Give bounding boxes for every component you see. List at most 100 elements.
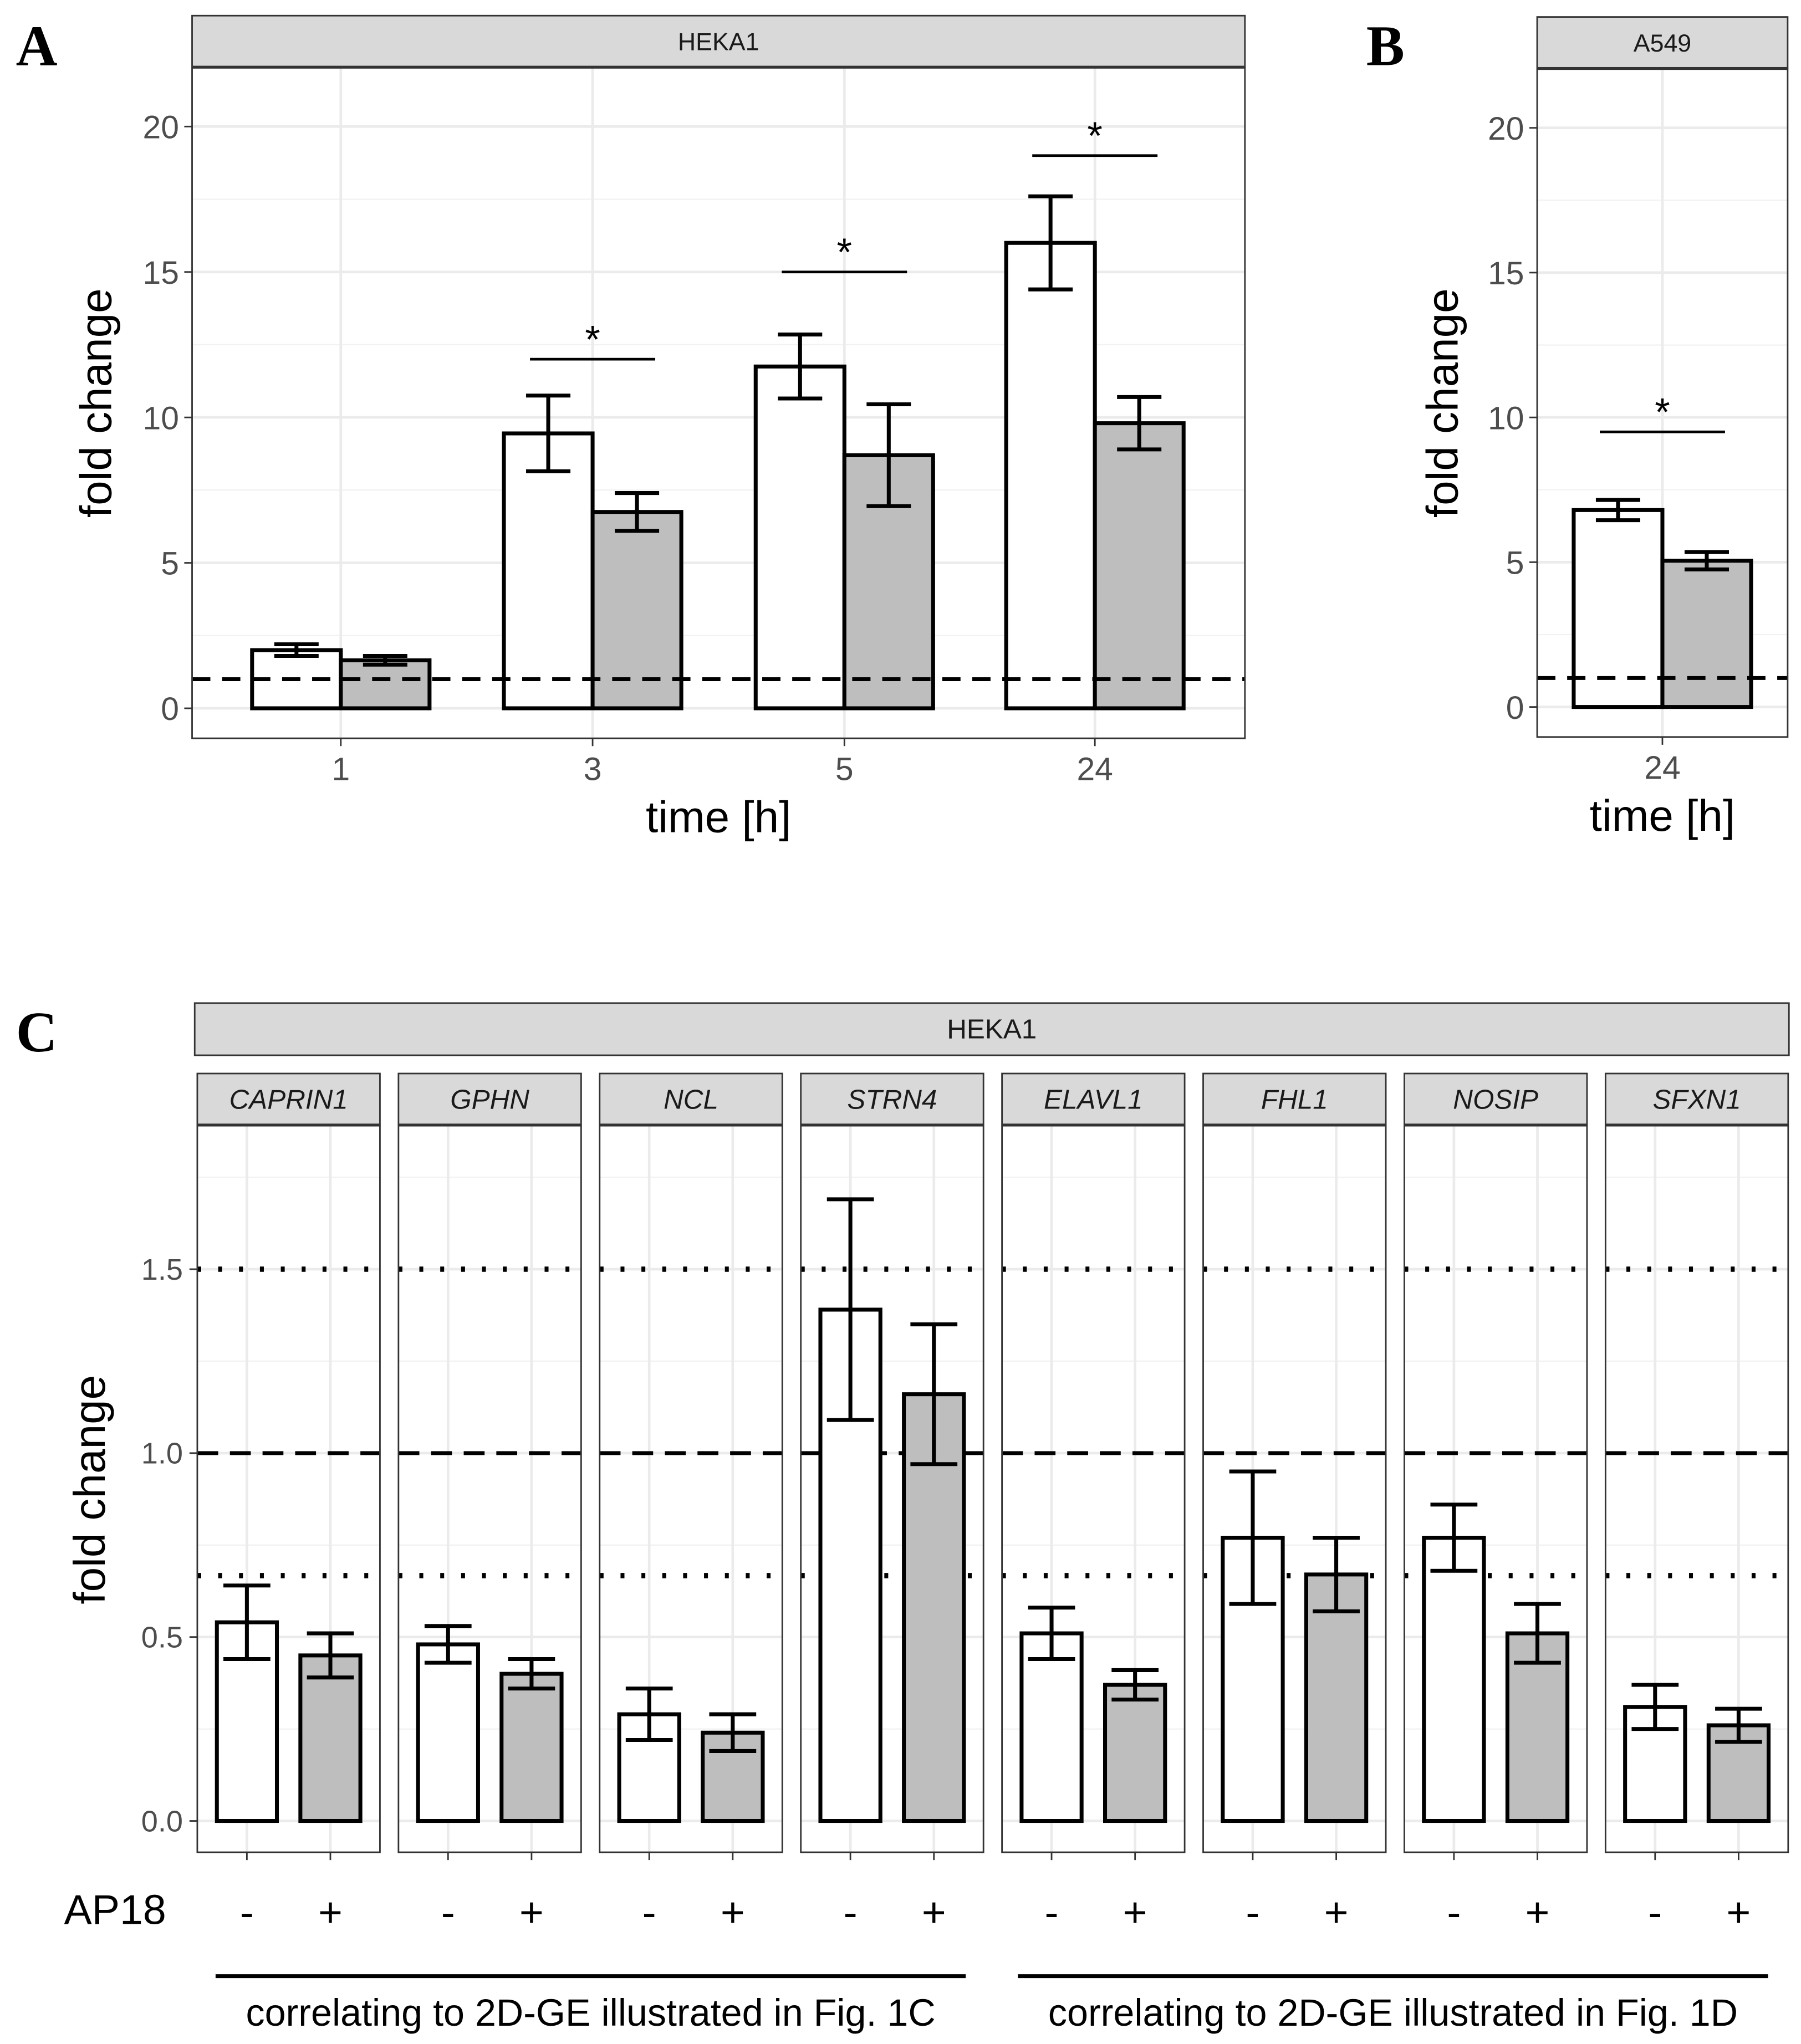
facet-strip — [191, 14, 1246, 68]
y-tick-label: 0.5 — [141, 1621, 183, 1654]
y-axis-title: fold change — [1417, 288, 1467, 518]
y-tick-label: 5 — [161, 546, 179, 582]
plot-border — [599, 1125, 783, 1853]
ap18-plus-label: + — [1526, 1889, 1550, 1935]
ap18-minus-label: - — [844, 1889, 858, 1935]
bar-AP18 — [1093, 421, 1186, 711]
x-axis-title: time [h] — [1590, 791, 1735, 840]
y-tick-label: 0 — [161, 691, 179, 727]
gene-label: ELAVL1 — [1044, 1085, 1143, 1115]
panel-c-chart: HEKA1 0.0 0.5 1.0 1.5 fold change AP18 CAPRIN1 -… — [64, 1002, 1790, 2034]
gene-label: GPHN — [450, 1085, 529, 1115]
bar-control — [1422, 1535, 1486, 1823]
facet-sfxn1: SFXN1 - + — [1604, 1072, 1789, 1935]
facet-strip-label: HEKA1 — [947, 1014, 1037, 1044]
y-tick-label: 0 — [1506, 690, 1524, 726]
facet-elavl1: ELAVL1 - + — [1001, 1072, 1186, 1935]
gene-label: FHL1 — [1261, 1085, 1328, 1115]
facet-strip — [599, 1072, 783, 1126]
facet-strip — [1404, 1072, 1588, 1126]
plot-border — [1202, 1125, 1387, 1853]
facet-strip — [1001, 1072, 1186, 1126]
bar-ap18 — [1304, 1572, 1369, 1823]
group-label: correlating to 2D-GE illustrated in Fig.… — [246, 1992, 935, 2034]
y-tick-label: 0.0 — [141, 1805, 183, 1838]
x-tick-label: 1 — [331, 751, 350, 787]
y-tick-label: 10 — [1488, 400, 1524, 436]
bar-ap18 — [499, 1672, 564, 1823]
y-tick-label: 1.5 — [141, 1253, 183, 1286]
facet-nosip: NOSIP - + — [1404, 1072, 1588, 1935]
facet-strip — [1202, 1072, 1387, 1126]
x-axis-title: time [h] — [646, 793, 791, 842]
ap18-minus-label: - — [642, 1889, 656, 1935]
facet-strip-outer — [193, 1002, 1790, 1056]
facet-ncl: NCL - + — [599, 1072, 783, 1935]
bar-ap18 — [298, 1653, 363, 1823]
ap18-plus-label: + — [721, 1889, 745, 1935]
bar-control — [1572, 508, 1665, 709]
y-tick-label: 10 — [143, 400, 179, 436]
facet-strip — [800, 1072, 984, 1126]
ap18-plus-label: + — [519, 1889, 544, 1935]
ap18-minus-label: - — [1648, 1889, 1662, 1935]
y-tick-label: 5 — [1506, 545, 1524, 581]
y-tick-label: 20 — [1488, 111, 1524, 147]
plot-border — [191, 67, 1246, 739]
panel-a-chart: HEKA1 0 5 10 15 20 * * * 1 3 5 24 time [h] fold change — [72, 14, 1246, 842]
bar-control — [753, 364, 846, 711]
x-tick-label: 24 — [1076, 751, 1113, 787]
plot-border — [1604, 1125, 1789, 1853]
y-axis-title: fold change — [72, 288, 121, 518]
gene-label: NCL — [664, 1085, 718, 1115]
plot-border — [800, 1125, 984, 1853]
facet-strip — [196, 1072, 381, 1126]
x-axis-title-ap18: AP18 — [64, 1886, 166, 1933]
ap18-minus-label: - — [1246, 1889, 1259, 1935]
bar-AP18 — [1660, 559, 1753, 709]
facet-strn4: STRN4 - + — [800, 1072, 984, 1935]
ap18-minus-label: - — [240, 1889, 254, 1935]
x-tick-label: 5 — [835, 751, 854, 787]
y-tick-label: 1.0 — [141, 1437, 183, 1470]
bar-AP18 — [339, 658, 432, 711]
plot-border — [1404, 1125, 1588, 1853]
group-label: correlating to 2D-GE illustrated in Fig.… — [1048, 1992, 1738, 2034]
ap18-plus-label: + — [1324, 1889, 1349, 1935]
significance-star: * — [837, 230, 852, 274]
ap18-minus-label: - — [1045, 1889, 1059, 1935]
plot-border — [1001, 1125, 1186, 1853]
facet-caprin1: CAPRIN1 - + — [196, 1072, 381, 1935]
facet-strip-label: HEKA1 — [678, 29, 759, 56]
y-axis-title: fold change — [65, 1375, 114, 1604]
bar-control — [1004, 241, 1097, 711]
panel-label-a: A — [16, 15, 58, 78]
y-tick-label: 15 — [1488, 256, 1524, 292]
bar-ap18 — [1103, 1683, 1167, 1823]
bar-control — [1019, 1631, 1084, 1823]
panel-label-c: C — [16, 1001, 58, 1064]
facet-gphn: GPHN - + — [397, 1072, 582, 1935]
plot-border — [196, 1125, 381, 1853]
facet-strip-label: A549 — [1634, 30, 1691, 57]
facet-strip — [1604, 1072, 1789, 1126]
gene-label: NOSIP — [1453, 1085, 1538, 1115]
bar-control — [502, 431, 595, 711]
facet-fhl1: FHL1 - + — [1202, 1072, 1387, 1935]
ap18-plus-label: + — [922, 1889, 946, 1935]
y-tick-label: 15 — [143, 255, 179, 291]
gene-label: CAPRIN1 — [229, 1085, 348, 1115]
bar-control — [416, 1642, 480, 1823]
facet-strip — [1536, 16, 1789, 69]
ap18-minus-label: - — [1447, 1889, 1461, 1935]
bar-AP18 — [590, 510, 683, 711]
panel-b-chart: A549 0 5 10 15 20 * 24 time [h] fold change — [1417, 16, 1789, 840]
x-tick-label: 3 — [584, 751, 602, 787]
ap18-plus-label: + — [1726, 1889, 1751, 1935]
ap18-plus-label: + — [318, 1889, 343, 1935]
significance-star: * — [1655, 390, 1670, 433]
x-tick-label: 24 — [1644, 750, 1680, 786]
y-tick-label: 20 — [143, 109, 179, 145]
facet-strip — [397, 1072, 582, 1126]
